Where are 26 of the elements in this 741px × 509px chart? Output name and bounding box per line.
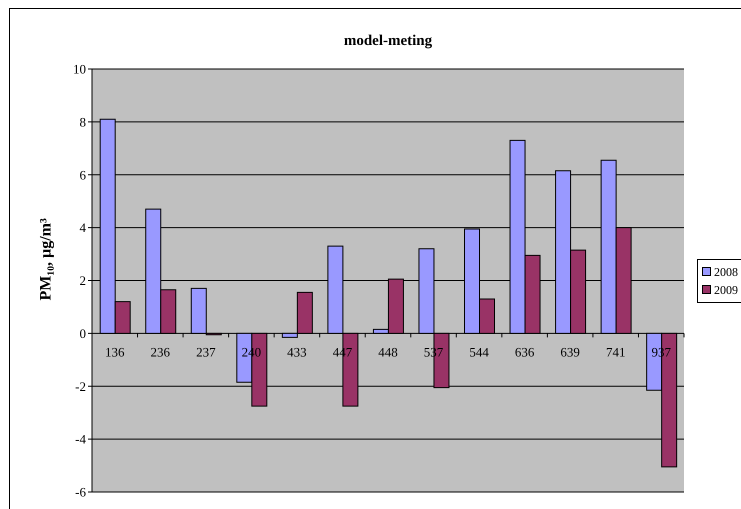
legend-label: 2008 [714, 264, 738, 280]
y-tick-label: -2 [75, 378, 86, 394]
x-tick-label: 447 [332, 344, 353, 360]
x-tick-label: 639 [560, 344, 580, 360]
x-tick-label: 937 [651, 344, 672, 360]
y-tick-label: 4 [80, 220, 86, 236]
legend-label: 2009 [714, 282, 738, 298]
y-tick-label: -6 [75, 484, 86, 500]
y-tick-label: 10 [73, 62, 86, 77]
y-tick-label: 2 [80, 273, 86, 288]
y-tick-label: 8 [80, 114, 86, 130]
x-tick-label: 537 [424, 344, 444, 360]
x-tick-label: 136 [105, 344, 126, 360]
x-tick-label: 544 [469, 344, 490, 360]
x-tick-label: 433 [287, 344, 307, 360]
x-tick-label: 448 [378, 344, 398, 360]
x-tick-label: 240 [242, 344, 262, 360]
y-tick-label: 0 [80, 326, 86, 341]
y-tick-label: 6 [80, 167, 86, 182]
y-axis-title: PM₁₀, µg/m³ [38, 218, 54, 300]
x-tick-label: 236 [150, 344, 171, 360]
x-tick-label: 741 [606, 344, 626, 360]
x-tick-label: 636 [514, 344, 535, 360]
x-tick-label: 237 [196, 344, 216, 360]
y-tick-label: -4 [75, 432, 86, 447]
chart-title: model-meting [342, 32, 434, 50]
